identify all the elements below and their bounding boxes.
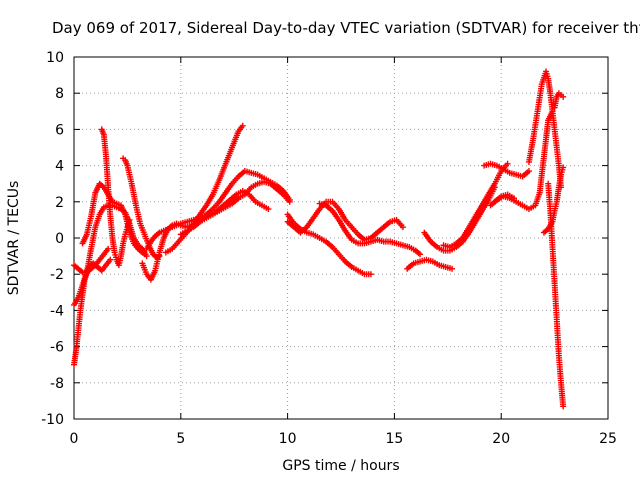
series-arc4	[71, 245, 112, 276]
x-tick-label: 10	[279, 431, 297, 447]
x-tick-label: 15	[385, 431, 403, 447]
data-point-marker	[560, 403, 567, 410]
y-tick-label: -4	[50, 303, 64, 319]
axis-ticks	[73, 56, 609, 420]
data-point-marker	[126, 216, 133, 223]
series-arc23	[545, 180, 567, 410]
y-tick-label: 4	[55, 159, 64, 175]
data-point-marker	[511, 195, 518, 202]
series-arc19	[491, 191, 518, 205]
series-arc8	[143, 168, 293, 252]
y-tick-label: -8	[50, 376, 64, 392]
data-point-marker	[105, 245, 112, 252]
data-point-marker	[265, 206, 272, 213]
series-arc5	[98, 126, 133, 269]
data-point-marker	[239, 122, 246, 129]
series-arc16	[440, 160, 511, 251]
series-arc14	[404, 256, 456, 272]
series-arc17	[481, 160, 532, 180]
series-arc3	[79, 180, 148, 258]
series-arc6	[120, 155, 163, 261]
series-arc12	[284, 198, 406, 243]
y-tick-label: -6	[50, 340, 64, 356]
y-axis-label: SDTVAR / TECUs	[6, 181, 22, 296]
chart-title: Day 069 of 2017, Sidereal Day-to-day VTE…	[52, 19, 640, 37]
data-point-marker	[560, 164, 567, 171]
data-point-marker	[504, 160, 511, 167]
x-tick-labels: 0 5 10 15 20 25	[70, 431, 617, 447]
data-point-marker	[399, 224, 406, 231]
x-tick-label: 20	[492, 431, 510, 447]
x-tick-label: 0	[70, 431, 79, 447]
y-tick-labels: -10 -8 -6 -4 -2 0 2 4 6 8 10	[41, 50, 64, 428]
series-arc22	[551, 90, 567, 111]
series-arc13	[316, 200, 424, 258]
data-point-marker	[449, 265, 456, 272]
y-tick-label: 6	[55, 122, 64, 138]
data-point-marker	[525, 168, 532, 175]
data-point-marker	[560, 93, 567, 100]
data-point-marker	[141, 251, 148, 258]
y-tick-label: 8	[55, 86, 64, 102]
data-point-marker	[107, 256, 114, 263]
y-tick-label: -2	[50, 267, 64, 283]
data-point-marker	[417, 251, 424, 258]
x-tick-label: 25	[599, 431, 617, 447]
data-series	[71, 68, 567, 410]
data-point-marker	[367, 271, 374, 278]
series-arc10	[177, 178, 293, 238]
x-tick-label: 5	[176, 431, 185, 447]
y-tick-label: -10	[41, 412, 64, 428]
series-arc1	[71, 256, 114, 368]
x-axis-label: GPS time / hours	[282, 458, 399, 474]
y-tick-label: 2	[55, 195, 64, 211]
data-point-marker	[286, 198, 293, 205]
y-tick-label: 0	[55, 231, 64, 247]
y-tick-label: 10	[46, 50, 64, 66]
series-arc11	[284, 211, 374, 278]
